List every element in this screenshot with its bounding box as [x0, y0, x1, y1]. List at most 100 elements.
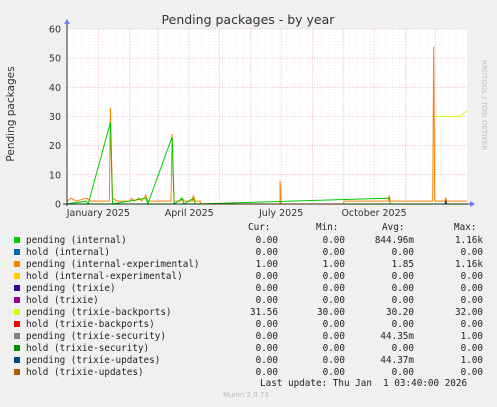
x-tick-label: October 2025 [341, 208, 406, 219]
x-tick-label: April 2025 [165, 208, 214, 219]
y-tick-label: 30 [49, 112, 61, 123]
y-tick-labels: 0 10 20 30 40 50 60 [49, 25, 61, 211]
legend-swatch [14, 309, 20, 315]
legend-min-value: 0.00 [322, 235, 345, 246]
legend-cur-value: 0.00 [255, 367, 278, 378]
legend-min-value: 0.00 [322, 331, 345, 342]
legend-label: pending (internal-experimental) [26, 259, 200, 270]
legend-cur-value: 0.00 [255, 271, 278, 282]
legend-avg-value: 0.00 [391, 295, 414, 306]
legend-min-value: 0.00 [322, 295, 345, 306]
legend-label: pending (trixie-backports) [26, 307, 172, 318]
legend-avg-value: 0.00 [391, 271, 414, 282]
legend-max-value: 1.00 [460, 355, 483, 366]
legend-max-value: 0.00 [460, 319, 483, 330]
legend-avg-value: 0.00 [391, 283, 414, 294]
legend-min-value: 0.00 [322, 247, 345, 258]
legend-label: pending (trixie-updates) [26, 355, 161, 366]
legend-swatch [14, 249, 20, 255]
legend-cur-value: 0.00 [255, 319, 278, 330]
legend-avg-value: 44.35m [380, 331, 414, 342]
legend-swatch [14, 357, 20, 363]
legend-cur-value: 0.00 [255, 355, 278, 366]
last-update: Last update: Thu Jan 1 03:40:00 2026 [260, 378, 468, 389]
x-axis-arrow [470, 201, 475, 207]
legend-avg-value: 0.00 [391, 343, 414, 354]
legend-swatch [14, 369, 20, 375]
legend-avg-value: 30.20 [386, 307, 414, 318]
y-axis-arrow [64, 19, 70, 24]
legend-swatch [14, 333, 20, 339]
legend-cur-value: 0.00 [255, 331, 278, 342]
legend-min-value: 30.00 [317, 307, 345, 318]
legend-min-value: 1.00 [322, 259, 345, 270]
x-tick-label: July 2025 [258, 208, 303, 219]
legend-max-value: 0.00 [460, 295, 483, 306]
chart-title: Pending packages - by year [162, 12, 336, 27]
legend-min-value: 0.00 [322, 343, 345, 354]
legend-swatch [14, 261, 20, 267]
legend-header-min: Min: [316, 222, 339, 233]
legend-max-value: 0.00 [460, 271, 483, 282]
legend-swatch [14, 321, 20, 327]
legend-cur-value: 0.00 [255, 235, 278, 246]
legend-label: pending (trixie-security) [26, 331, 166, 342]
x-tick-labels: January 2025 April 2025 July 2025 October 2… [66, 208, 407, 219]
munin-version: Munin 2.0.73 [223, 391, 269, 399]
legend-header-avg: Avg: [382, 222, 405, 233]
legend-max-value: 0.00 [460, 247, 483, 258]
y-tick-label: 50 [49, 54, 61, 65]
legend-cur-value: 0.00 [255, 247, 278, 258]
y-tick-label: 0 [55, 200, 61, 211]
legend-label: hold (trixie-backports) [26, 319, 155, 330]
legend-min-value: 0.00 [322, 319, 345, 330]
legend-label: hold (internal-experimental) [26, 271, 183, 282]
legend-swatch [14, 285, 20, 291]
legend-cur-value: 1.00 [255, 259, 278, 270]
rrdtool-watermark: RRDTOOL / TOBI OETIKER [480, 60, 488, 150]
legend-cur-value: 0.00 [255, 283, 278, 294]
legend-label: hold (trixie-updates) [26, 367, 144, 378]
legend-header-cur: Cur: [248, 222, 271, 233]
legend-swatch [14, 345, 20, 351]
series-line-2 [434, 110, 468, 117]
legend-max-value: 1.00 [460, 331, 483, 342]
legend-swatch [14, 297, 20, 303]
y-tick-label: 60 [49, 25, 61, 36]
legend-max-value: 1.16k [455, 259, 483, 270]
legend-cur-value: 0.00 [255, 295, 278, 306]
legend-avg-value: 0.00 [391, 367, 414, 378]
legend-min-value: 0.00 [322, 367, 345, 378]
legend-cur-value: 31.56 [250, 307, 278, 318]
y-tick-label: 10 [49, 170, 61, 181]
legend-swatch [14, 273, 20, 279]
legend-max-value: 0.00 [460, 367, 483, 378]
legend-avg-value: 44.37m [380, 355, 414, 366]
legend-swatch [14, 237, 20, 243]
grid [67, 28, 467, 204]
legend-avg-value: 1.85 [391, 259, 414, 270]
legend-max-value: 0.00 [460, 343, 483, 354]
legend-min-value: 0.00 [322, 283, 345, 294]
legend-label: pending (trixie) [26, 283, 116, 294]
y-axis-label: Pending packages [5, 66, 17, 161]
legend-min-value: 0.00 [322, 355, 345, 366]
legend-max-value: 32.00 [455, 307, 483, 318]
legend-label: pending (internal) [26, 235, 127, 246]
legend-min-value: 0.00 [322, 271, 345, 282]
legend-label: hold (internal) [26, 247, 110, 258]
legend-max-value: 1.16k [455, 235, 483, 246]
legend-avg-value: 844.96m [374, 235, 414, 246]
series-line-4 [444, 199, 448, 205]
y-tick-label: 40 [49, 83, 61, 94]
series-line-3 [66, 122, 467, 206]
legend-cur-value: 0.00 [255, 343, 278, 354]
x-tick-label: January 2025 [66, 208, 130, 219]
legend-header-max: Max: [454, 222, 477, 233]
legend-label: hold (trixie) [26, 295, 99, 306]
legend-avg-value: 0.00 [391, 319, 414, 330]
legend-avg-value: 0.00 [391, 247, 414, 258]
legend-max-value: 0.00 [460, 283, 483, 294]
y-tick-label: 20 [49, 141, 61, 152]
